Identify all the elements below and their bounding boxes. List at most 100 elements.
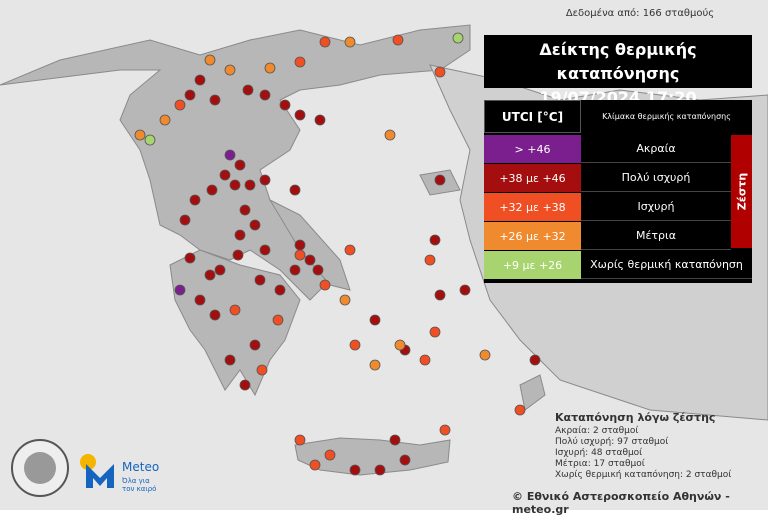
station <box>294 249 306 261</box>
station <box>259 244 271 256</box>
station <box>304 254 316 266</box>
station <box>344 244 356 256</box>
station <box>319 36 331 48</box>
legend-col-header: UTCI [°C] <box>484 100 581 133</box>
station <box>294 239 306 251</box>
legend-range: +38 με +46 <box>484 164 581 192</box>
station <box>392 34 404 46</box>
station <box>399 454 411 466</box>
station <box>289 184 301 196</box>
station <box>294 109 306 121</box>
station <box>234 159 246 171</box>
legend-label: Μέτρια <box>581 222 731 250</box>
rhodes <box>519 374 546 411</box>
station <box>312 264 324 276</box>
station <box>254 274 266 286</box>
station <box>459 284 471 296</box>
legend-label: Ακραία <box>581 135 731 163</box>
station <box>224 64 236 76</box>
station <box>219 169 231 181</box>
legend-label: Χωρίς θερμική καταπόνηση <box>581 251 752 279</box>
station <box>294 56 306 68</box>
stations <box>134 32 541 476</box>
logo-name: Meteo <box>122 460 159 474</box>
station <box>344 36 356 48</box>
station <box>159 114 171 126</box>
footer: © Εθνικό Αστεροσκοπείο Αθηνών - meteo.gr <box>512 490 730 516</box>
station <box>272 314 284 326</box>
meteo-mark <box>86 464 114 488</box>
legend-label: Πολύ ισχυρή <box>581 164 731 192</box>
source-note: Δεδομένα από: 166 σταθμούς <box>565 8 715 19</box>
logo-tagline: Όλα για <box>121 477 150 485</box>
station <box>289 264 301 276</box>
station <box>314 114 326 126</box>
station <box>209 309 221 321</box>
station <box>184 252 196 264</box>
legend-range: > +46 <box>484 135 581 163</box>
station <box>264 62 276 74</box>
station <box>234 229 246 241</box>
station <box>232 249 244 261</box>
station <box>179 214 191 226</box>
legend: UTCI [°C] Κλίμακα θερμικής καταπόνησης Ζ… <box>484 100 752 283</box>
station <box>259 89 271 101</box>
station <box>224 354 236 366</box>
stats-line: Χωρίς θερμική καταπόνηση: 2 σταθμοί <box>555 470 732 480</box>
station <box>279 99 291 111</box>
station <box>434 174 446 186</box>
station <box>274 284 286 296</box>
legend-range: +32 με +38 <box>484 193 581 221</box>
station <box>434 66 446 78</box>
title: Δείκτης θερμικής καταπόνησης <box>539 40 697 83</box>
station <box>194 294 206 306</box>
stats-line: Ακραία: 2 σταθμοί <box>555 426 639 436</box>
peloponnese <box>169 249 301 397</box>
station <box>529 354 541 366</box>
station <box>369 314 381 326</box>
station <box>374 464 386 476</box>
station <box>294 434 306 446</box>
seal-inner <box>24 452 56 484</box>
station <box>194 74 206 86</box>
station <box>389 434 401 446</box>
station <box>479 349 491 361</box>
station <box>209 94 221 106</box>
station <box>434 289 446 301</box>
station <box>174 99 186 111</box>
title-box: Δείκτης θερμικής καταπόνησης 19/07/2024 … <box>484 35 752 107</box>
station <box>189 194 201 206</box>
station <box>452 32 464 44</box>
legend-range: +9 με +26 <box>484 251 581 279</box>
stats-line: Πολύ ισχυρή: 97 σταθμοί <box>555 437 669 447</box>
station <box>214 264 226 276</box>
stats-line: Ισχυρή: 48 σταθμοί <box>555 448 643 458</box>
station <box>229 304 241 316</box>
station <box>206 184 218 196</box>
station <box>439 424 451 436</box>
station <box>239 204 251 216</box>
station <box>349 339 361 351</box>
station <box>429 326 441 338</box>
observatory-logo <box>11 439 114 497</box>
station <box>174 284 186 296</box>
station <box>224 149 236 161</box>
station <box>144 134 156 146</box>
legend-group-label: Ζέστη <box>735 172 748 211</box>
legend-col-header: Κλίμακα θερμικής καταπόνησης <box>602 112 731 121</box>
station <box>249 219 261 231</box>
sun <box>80 454 96 470</box>
station <box>429 234 441 246</box>
station <box>349 464 361 476</box>
station <box>244 179 256 191</box>
station <box>259 174 271 186</box>
station <box>514 404 526 416</box>
station <box>229 179 241 191</box>
legend-label: Ισχυρή <box>581 193 731 221</box>
mainland <box>0 24 471 301</box>
station <box>204 269 216 281</box>
station <box>419 354 431 366</box>
logo-tagline: τον καιρό <box>122 485 156 493</box>
crete <box>294 437 451 476</box>
